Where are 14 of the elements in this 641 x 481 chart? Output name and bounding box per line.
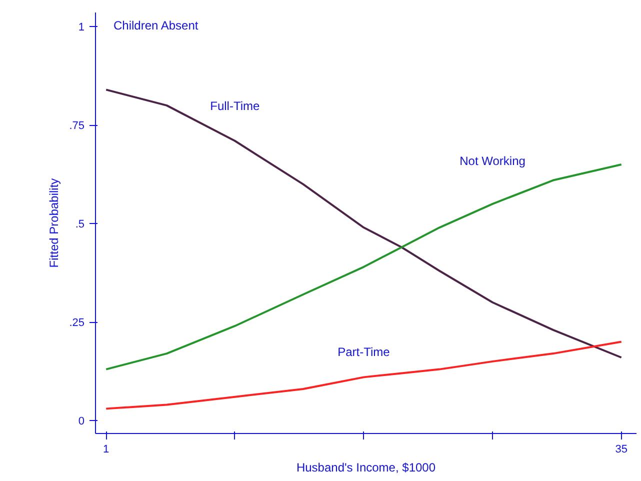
y-tick-label: .5 [75,218,85,231]
text: Children Absent [114,18,199,32]
series-label: Part-Time [338,345,390,360]
line-series [105,340,622,410]
y-tick-label: .75 [69,120,85,132]
y-tick-label: 1 [78,22,85,34]
series-label: Not Working [460,154,526,168]
x-axis-title: Husband's Income, $1000 [296,460,436,474]
y-tick-label: 0 [78,416,85,428]
series-label: Full-Time [210,98,260,113]
y-axis-title: Fitted Probability [47,178,62,268]
y-tick-label: .25 [69,317,85,330]
line-series [105,88,622,358]
x-tick-label: 35 [615,444,628,456]
